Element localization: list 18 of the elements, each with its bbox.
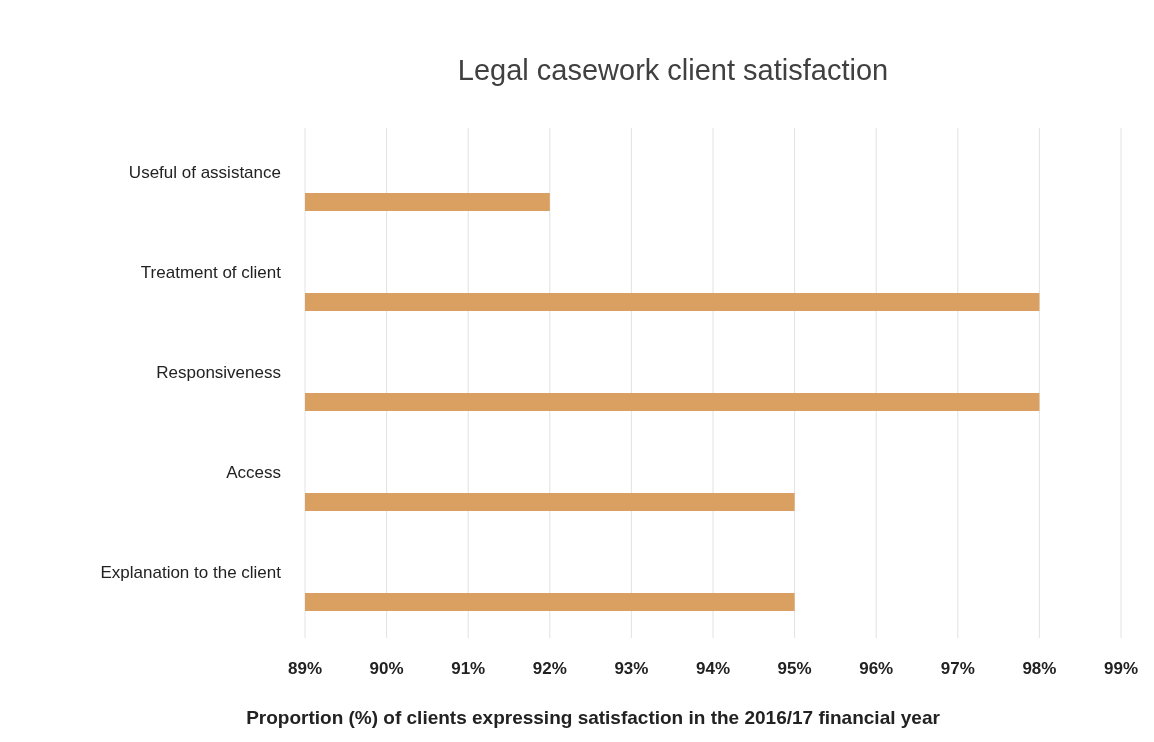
x-tick-label: 92%: [532, 659, 567, 678]
y-tick-label: Explanation to the client: [100, 563, 282, 582]
y-tick-label: Treatment of client: [140, 263, 282, 282]
x-tick-label: 90%: [369, 659, 404, 678]
x-tick-label: 97%: [940, 659, 975, 678]
y-tick-label: Responsiveness: [156, 363, 281, 382]
x-tick-label: 93%: [614, 659, 649, 678]
x-tick-label: 99%: [1103, 659, 1139, 678]
x-tick-label: 91%: [451, 659, 486, 678]
y-tick-label: Useful of assistance: [128, 163, 281, 182]
x-axis-title: Proportion (%) of clients expressing satisfaction in the 2016/17 financial year: [246, 707, 941, 728]
x-tick-label: 98%: [1022, 659, 1057, 678]
y-tick-label: Access: [226, 463, 281, 482]
x-tick-label: 89%: [287, 659, 323, 678]
chart-title: Legal casework client satisfaction: [457, 54, 889, 86]
x-tick-label: 96%: [859, 659, 894, 678]
x-tick-label: 95%: [777, 659, 812, 678]
x-tick-label: 94%: [695, 659, 731, 678]
